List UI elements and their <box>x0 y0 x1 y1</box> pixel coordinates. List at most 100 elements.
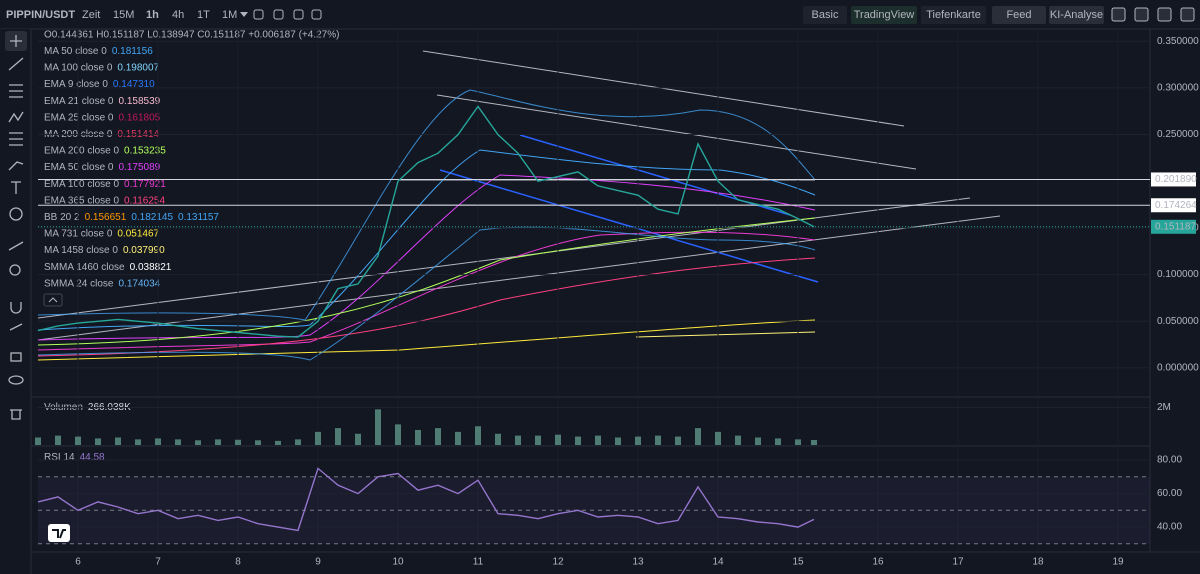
y-tick-label: 80.00 <box>1157 455 1182 466</box>
indicator-value: 0.181156 <box>112 46 153 57</box>
indicator-value: 0.156651 <box>85 212 127 223</box>
volume-bar <box>655 435 661 445</box>
y-tick-label: 0.050000 <box>1157 316 1199 327</box>
volume-bar <box>115 437 121 445</box>
x-tick-label: 17 <box>952 557 964 568</box>
view-button[interactable] <box>921 6 986 24</box>
y-tick-label: 2M <box>1157 402 1171 413</box>
left-toolbar <box>0 29 31 574</box>
price-tag <box>1151 198 1196 213</box>
indicator-name: EMA 50 close 0 <box>44 162 114 173</box>
indicator-name: SMMA 24 close <box>44 278 114 289</box>
volume-bar <box>735 435 741 445</box>
rsi-legend: RSI 14 44.58 <box>44 452 105 463</box>
indicator-legend: EMA 100 close 0 0.177921 <box>44 178 166 189</box>
indicator-legend: MA 731 close 0 0.051467 <box>44 228 160 239</box>
x-tick-label: 8 <box>235 557 241 568</box>
volume-bar <box>775 438 781 445</box>
x-tick-label: 11 <box>473 557 484 568</box>
collapse-arrow <box>48 297 58 303</box>
view-button[interactable] <box>851 6 917 24</box>
logo-mark <box>52 529 66 539</box>
indicator-value: 0.198007 <box>117 62 159 73</box>
x-tick-label: 7 <box>155 557 161 568</box>
indicator-name: BB 20 2 <box>44 212 80 223</box>
indicator-value: 0.131157 <box>178 212 219 223</box>
indicator-value: 0.158539 <box>118 95 160 106</box>
indicator-curves <box>37 89 816 361</box>
volume-bar <box>455 431 461 445</box>
indicator-value: 0.116254 <box>124 195 165 206</box>
interval[interactable]: 1h <box>146 9 159 21</box>
interval[interactable]: 1T <box>197 9 210 21</box>
button[interactable] <box>1049 6 1104 24</box>
x-tick-label: 16 <box>872 557 884 568</box>
collapse-button[interactable] <box>43 293 63 307</box>
indicator-legend: SMMA 24 close 0.174034 <box>44 278 161 289</box>
toolbar-icon[interactable] <box>293 9 304 20</box>
indicator-name: EMA 21 close 0 <box>44 95 114 106</box>
view-label[interactable]: Tiefenkarte <box>926 9 981 21</box>
volume-bar <box>695 428 701 445</box>
toolbar-icon[interactable] <box>311 9 322 20</box>
indicator-value: 0.177921 <box>124 178 166 189</box>
volume-bar <box>715 431 721 445</box>
volume-bar <box>35 437 41 445</box>
volume-bar <box>195 440 201 445</box>
interval[interactable]: 15M <box>113 9 134 21</box>
volume-bar <box>675 436 681 445</box>
rsi-line <box>37 467 815 532</box>
x-tick-label: 6 <box>75 557 81 568</box>
volume-bar <box>375 409 381 445</box>
x-tick-label: 19 <box>1112 557 1124 568</box>
window-icon[interactable] <box>1134 7 1149 22</box>
indicator-legend: EMA 200 close 0 0.153235 <box>44 145 166 156</box>
indicator-name: EMA 200 close 0 <box>44 145 119 156</box>
view-label[interactable]: TradingView <box>854 9 915 21</box>
volume-bar <box>515 435 521 445</box>
volume-bar <box>615 437 621 445</box>
interval[interactable]: 1M <box>222 9 237 21</box>
rsi-value: 44.58 <box>80 452 105 463</box>
indicator-value: 0.037990 <box>123 245 165 256</box>
volume-bar <box>475 426 481 445</box>
volume-bar <box>55 435 61 445</box>
toolbar-icon[interactable] <box>253 9 264 20</box>
interval[interactable]: 4h <box>172 9 184 21</box>
volume-bar <box>75 436 81 445</box>
rsi-name: RSI 14 <box>44 452 75 463</box>
volume-bar <box>575 436 581 445</box>
x-tick-label: 14 <box>712 557 724 568</box>
button[interactable] <box>992 6 1046 24</box>
window-icon[interactable] <box>1111 7 1126 22</box>
x-tick-label: 13 <box>632 557 644 568</box>
price-tag-label: 0.174264 <box>1155 200 1197 211</box>
indicator-legend: SMMA 1460 close 0.038821 <box>44 261 172 272</box>
interval[interactable]: Zeit <box>82 9 100 21</box>
x-tick-label: 15 <box>792 557 804 568</box>
window-icon[interactable] <box>1157 7 1172 22</box>
view-label[interactable]: Basic <box>812 9 839 21</box>
y-tick-label: 0.000000 <box>1157 363 1199 374</box>
button-label[interactable]: KI-Analyse <box>1050 9 1103 21</box>
dropdown-icon <box>240 12 248 17</box>
volume-bar <box>415 430 421 445</box>
volume-bar <box>811 440 817 445</box>
y-tick-label: 0.350000 <box>1157 36 1199 47</box>
window-icon[interactable] <box>1180 7 1195 22</box>
indicator-legend: MA 100 close 0 0.198007 <box>44 62 160 73</box>
button-label[interactable]: Feed <box>1006 9 1031 21</box>
tool-icons <box>5 31 27 420</box>
indicator-name: EMA 9 close 0 <box>44 79 108 90</box>
indicator-value: 0.038821 <box>130 261 172 272</box>
symbol[interactable]: PIPPIN/USDT <box>6 9 75 21</box>
toolbar-icon[interactable] <box>273 9 284 20</box>
price-tag <box>1151 172 1196 187</box>
volume-bar <box>315 431 321 445</box>
view-button[interactable] <box>803 6 847 24</box>
indicator-legend: EMA 50 close 0 0.175089 <box>44 162 161 173</box>
y-tick-label: 40.00 <box>1157 522 1182 533</box>
volume-bar <box>355 433 361 445</box>
